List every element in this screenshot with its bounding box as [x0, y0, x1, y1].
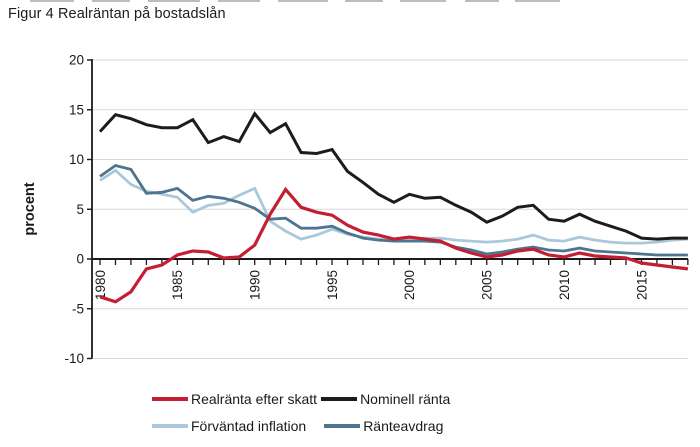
x-tick-label: 1995 — [325, 270, 340, 300]
y-tick-label: 5 — [76, 202, 84, 217]
x-tick-label: 1990 — [248, 270, 263, 300]
legend-swatch-realranta-efter-skatt — [152, 396, 188, 401]
legend-item-realranta-efter-skatt: Realränta efter skatt — [152, 391, 317, 407]
cropped-text-remnant — [515, 0, 560, 2]
y-tick-label: 0 — [76, 252, 84, 267]
x-tick-label: 2005 — [480, 270, 495, 300]
cropped-text-remnant — [92, 0, 130, 2]
x-tick-label: 2000 — [402, 270, 417, 300]
series-line-r-nteavdrag — [99, 163, 688, 257]
series-line-nominell-r-nta — [98, 111, 688, 241]
y-tick-label: -10 — [64, 351, 84, 366]
x-tick-label: 1985 — [170, 270, 185, 300]
series-line-realr-nta-efter-skatt — [99, 186, 689, 304]
legend-item-ranteavdrag: Ränteavdrag — [324, 418, 443, 434]
series-line-f-rv-ntad-inflation — [99, 168, 688, 245]
legend-label-forvantad-inflation: Förväntad inflation — [191, 417, 307, 434]
legend-swatch-forvantad-inflation — [152, 423, 188, 428]
cropped-text-remnant — [278, 0, 328, 2]
cropped-text-remnant — [218, 0, 260, 2]
cropped-text-remnant — [148, 0, 200, 2]
legend-row-2: Förväntad inflation Ränteavdrag — [152, 415, 622, 436]
legend-item-forvantad-inflation: Förväntad inflation — [152, 418, 306, 434]
legend-row-1: Realränta efter skatt Nominell ränta — [152, 388, 622, 409]
legend-item-nominell-ranta: Nominell ränta — [321, 391, 450, 407]
y-axis-title: procent — [22, 182, 38, 235]
chart-legend: Realränta efter skatt Nominell ränta För… — [152, 388, 622, 442]
cropped-text-remnants — [0, 0, 700, 3]
figure-title: Figur 4 Realräntan på bostadslån — [8, 6, 226, 22]
cropped-text-remnant — [30, 0, 74, 2]
legend-label-nominell-ranta: Nominell ränta — [360, 390, 451, 407]
legend-swatch-ranteavdrag — [324, 423, 361, 428]
cropped-text-remnant — [400, 0, 446, 2]
x-tick-label: 2010 — [557, 270, 572, 300]
x-tick-label: 2015 — [634, 270, 649, 300]
y-tick-label: 10 — [69, 152, 84, 167]
legend-label-realranta-efter-skatt: Realränta efter skatt — [191, 390, 318, 407]
x-tick-label: 1980 — [93, 270, 108, 300]
y-tick-label: 15 — [69, 102, 84, 117]
y-tick-label: -5 — [72, 301, 84, 316]
y-tick-label: 20 — [69, 53, 84, 68]
cropped-text-remnant — [345, 0, 383, 2]
legend-label-ranteavdrag: Ränteavdrag — [363, 417, 444, 434]
cropped-text-remnant — [465, 0, 499, 2]
legend-swatch-nominell-ranta — [321, 396, 358, 401]
